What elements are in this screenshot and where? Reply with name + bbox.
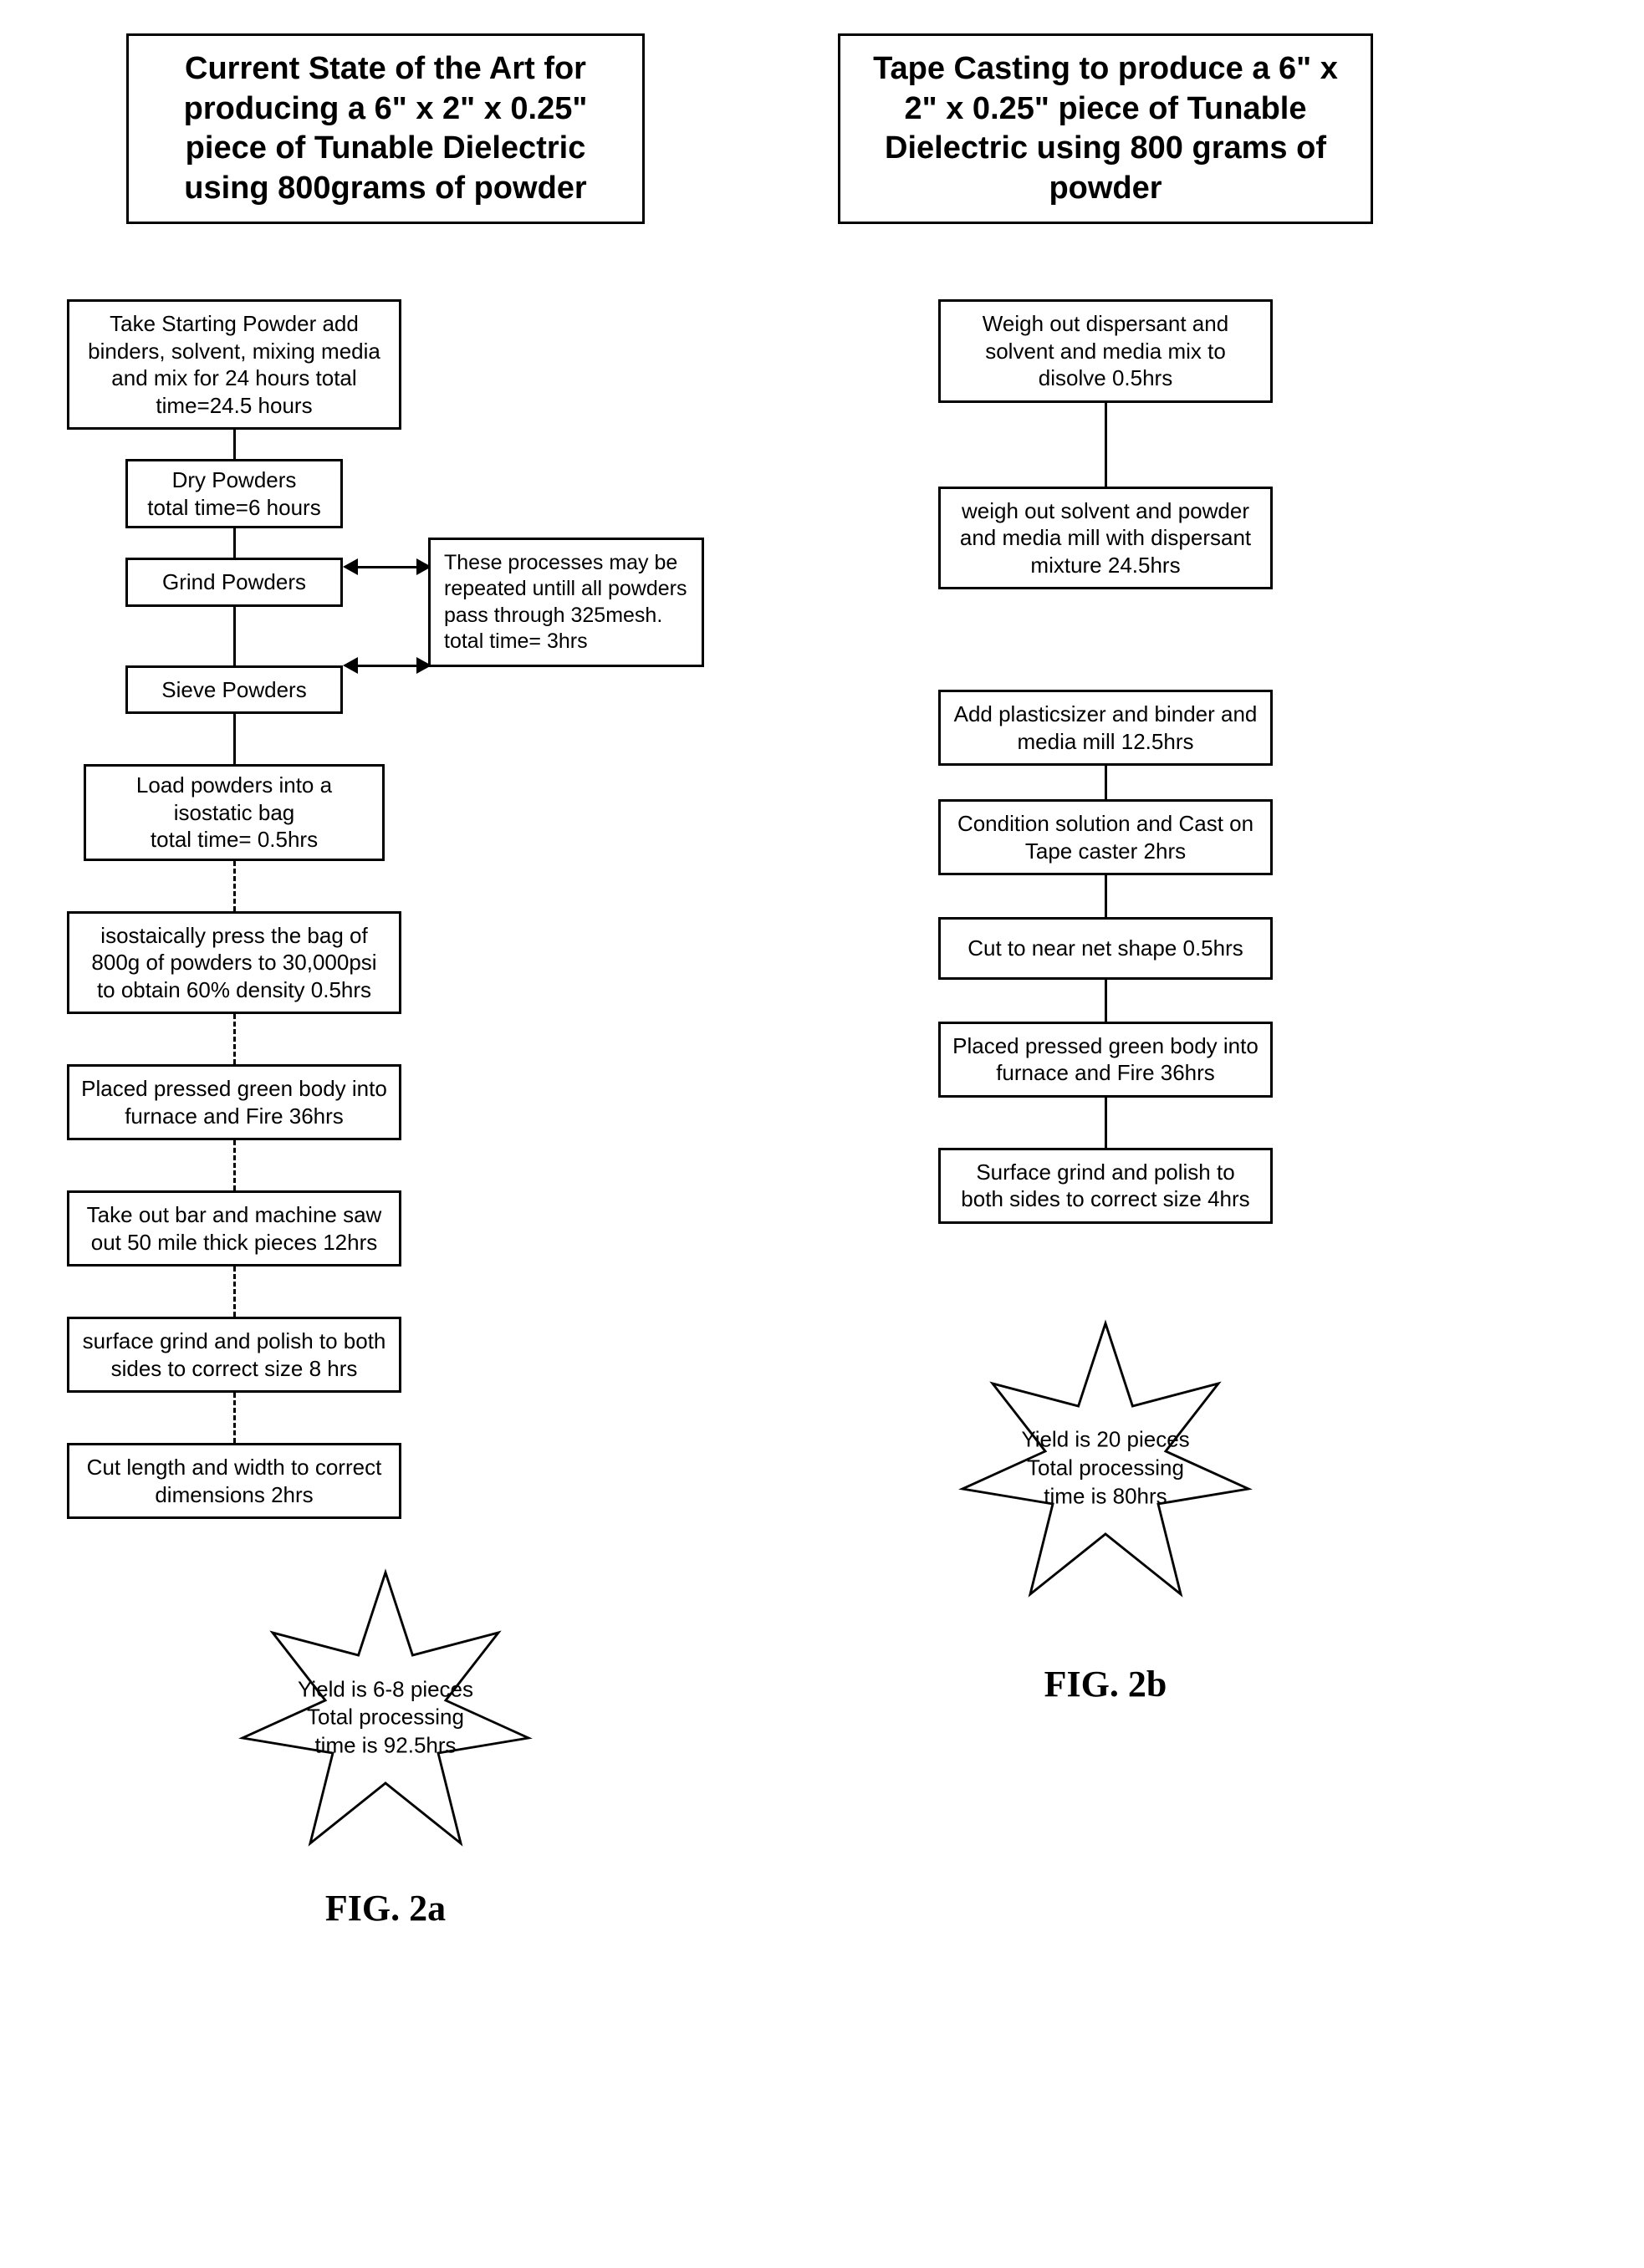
column-b-title: Tape Casting to produce a 6" x 2" x 0.25… — [838, 33, 1373, 224]
connector — [233, 528, 236, 558]
step-a-4: Load powders into a isostatic bagtotal t… — [84, 764, 385, 861]
step-a-5: isostaically press the bag of 800g of po… — [67, 911, 401, 1015]
connector — [233, 430, 236, 459]
step-b-0: Weigh out dispersant and solvent and med… — [938, 299, 1273, 403]
result-star-b: Yield is 20 piecesTotal processing time … — [955, 1316, 1256, 1621]
connector — [1105, 980, 1107, 1022]
fig-label-a: FIG. 2a — [325, 1887, 446, 1929]
connector-dashed — [233, 861, 236, 911]
column-b-steps-stack: Weigh out dispersant and solvent and med… — [938, 299, 1273, 1224]
step-b-1: weigh out solvent and powder and media m… — [938, 487, 1273, 590]
result-star-b-text: Yield is 20 piecesTotal processing time … — [1013, 1425, 1197, 1510]
column-a-body: Take Starting Powder add binders, solven… — [67, 299, 704, 1519]
connector — [1105, 403, 1107, 487]
step-a-1: Dry Powderstotal time=6 hours — [125, 459, 343, 528]
step-a-9: Cut length and width to correct dimensio… — [67, 1443, 401, 1519]
connector — [233, 714, 236, 764]
side-note-box: These processes may be repeated untill a… — [428, 538, 704, 667]
column-b: Tape Casting to produce a 6" x 2" x 0.25… — [838, 33, 1373, 1705]
step-b-6: Surface grind and polish to both sides t… — [938, 1148, 1273, 1224]
column-a-title: Current State of the Art for producing a… — [126, 33, 645, 224]
page: Current State of the Art for producing a… — [50, 33, 1594, 1929]
step-a-2: Grind Powders — [125, 558, 343, 607]
connector — [233, 607, 236, 665]
double-arrow-bottom — [343, 657, 431, 674]
step-a-7: Take out bar and machine saw out 50 mile… — [67, 1190, 401, 1267]
connector — [1105, 766, 1107, 799]
step-b-5: Placed pressed green body into furnace a… — [938, 1022, 1273, 1098]
connector-dashed — [233, 1393, 236, 1443]
connector-dashed — [233, 1014, 236, 1064]
column-a: Current State of the Art for producing a… — [67, 33, 704, 1929]
step-b-3: Condition solution and Cast on Tape cast… — [938, 799, 1273, 875]
step-a-8: surface grind and polish to both sides t… — [67, 1317, 401, 1393]
column-a-steps-stack: Take Starting Powder add binders, solven… — [67, 299, 401, 1519]
connector — [1105, 875, 1107, 917]
step-a-0: Take Starting Powder add binders, solven… — [67, 299, 401, 430]
result-star-a-text: Yield is 6-8 piecesTotal processing time… — [294, 1675, 477, 1760]
result-star-a: Yield is 6-8 piecesTotal processing time… — [235, 1565, 536, 1870]
connector-dashed — [233, 1140, 236, 1190]
connector — [1105, 1098, 1107, 1148]
connector-dashed — [233, 1267, 236, 1317]
fig-label-b: FIG. 2b — [1044, 1663, 1167, 1705]
step-a-6: Placed pressed green body into furnace a… — [67, 1064, 401, 1140]
step-a-3: Sieve Powders — [125, 665, 343, 715]
step-b-4: Cut to near net shape 0.5hrs — [938, 917, 1273, 980]
step-b-2: Add plasticsizer and binder and media mi… — [938, 690, 1273, 766]
